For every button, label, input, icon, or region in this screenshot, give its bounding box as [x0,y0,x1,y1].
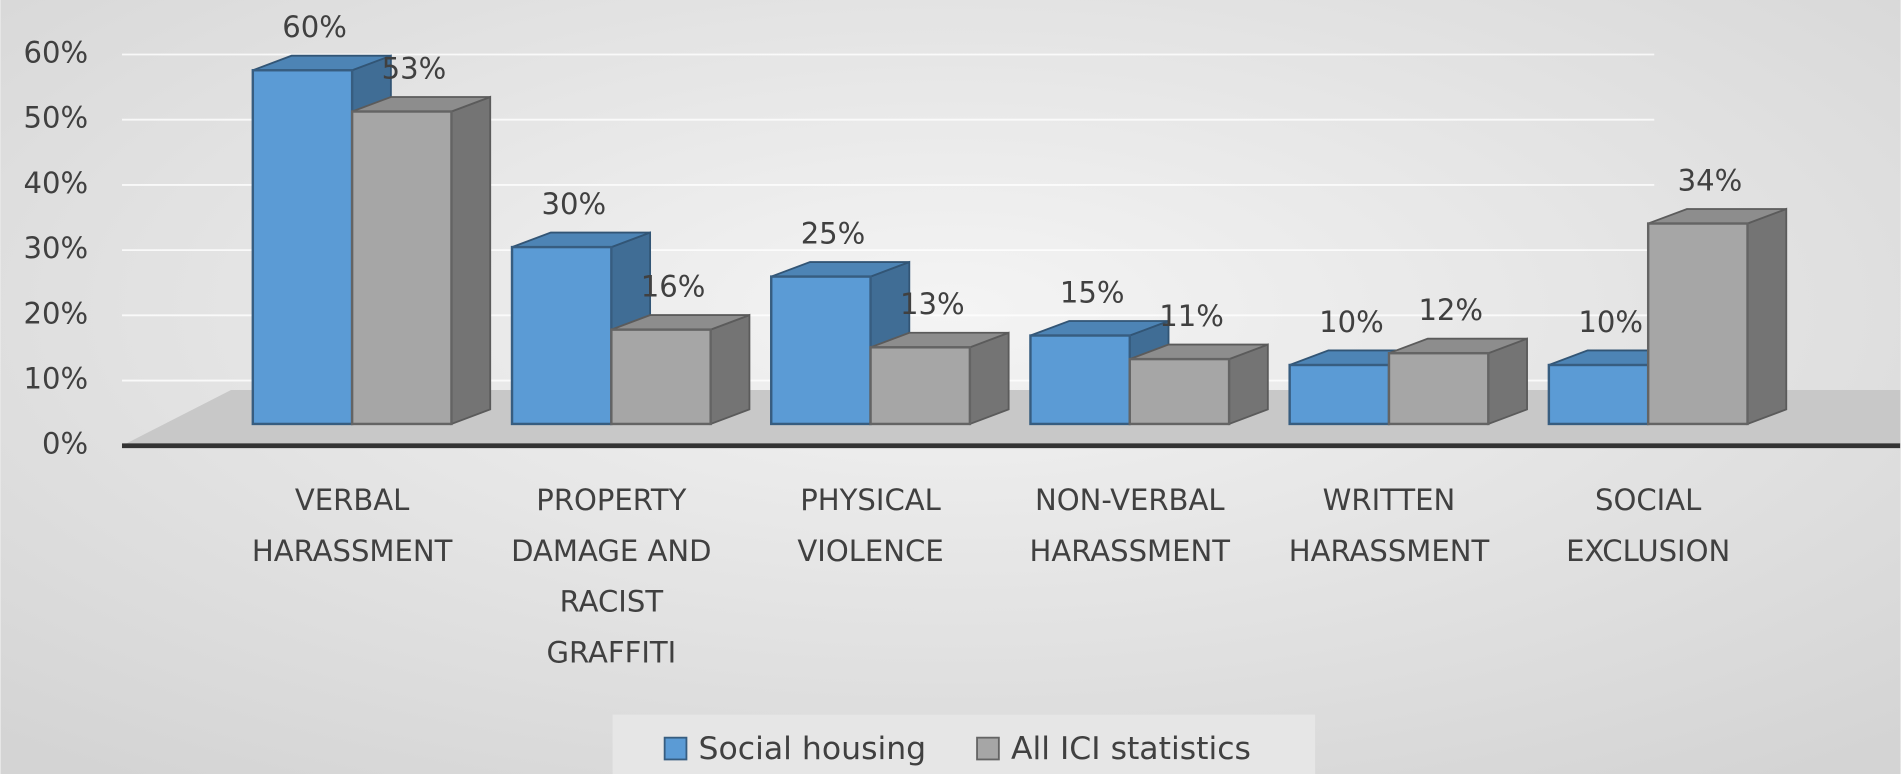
x-tick-label: NON-VERBAL HARASSMENT [1029,483,1231,569]
legend-label: Social housing [699,731,927,767]
x-tick-label-box: VERBAL HARASSMENT [251,483,453,569]
legend-swatch [663,736,688,761]
x-tick-label-box: PHYSICAL VIOLENCE [797,483,944,569]
data-label: 34% [1678,163,1743,197]
bar-front [1288,363,1391,426]
bar-front [1547,363,1650,426]
y-tick-label: 30% [23,231,88,265]
x-tick-label: SOCIAL EXCLUSION [1566,483,1731,569]
bar-front [1029,334,1131,426]
legend [612,714,1316,774]
bar-front [1646,222,1749,426]
bar-side [1746,207,1788,426]
bar [1029,319,1170,426]
y-tick-label: 40% [23,166,88,200]
bar [1387,337,1528,426]
data-label: 11% [1159,299,1224,333]
legend-label: All ICI statistics [1011,731,1251,767]
data-label: 60% [282,10,347,44]
bar-front [251,69,354,426]
bar-front [1128,357,1231,426]
x-tick-label-box: NON-VERBAL HARASSMENT [1029,483,1231,569]
data-label: 13% [900,287,965,321]
bar-front [350,110,453,426]
data-label: 12% [1418,293,1483,327]
y-tick-label: 0% [42,427,88,461]
bar [1646,207,1788,426]
data-label: 16% [641,269,706,303]
x-tick-label: PROPERTY DAMAGE AND RACIST GRAFFITI [511,483,712,670]
y-tick-label: 10% [23,362,88,396]
bar-front [510,245,613,426]
bar-front [770,275,872,426]
legend-swatch [976,736,1000,761]
bar-side [968,331,1010,426]
x-tick-label-box: SOCIAL EXCLUSION [1566,483,1731,569]
bar [1128,343,1269,426]
bar-front [1387,351,1490,426]
x-tick-label: PHYSICAL VIOLENCE [797,483,944,569]
data-label: 30% [541,187,606,221]
x-tick-label: WRITTEN HARASSMENT [1288,483,1490,569]
y-tick-label: 20% [23,296,88,330]
bar [350,95,492,426]
x-tick-label-box: PROPERTY DAMAGE AND RACIST GRAFFITI [511,483,712,670]
data-label: 10% [1578,305,1643,339]
bar [869,331,1010,426]
y-tick-label: 60% [23,36,88,70]
data-label: 53% [382,51,447,85]
data-label: 10% [1319,305,1384,339]
bar-side [709,313,751,426]
bar [610,313,751,426]
x-tick-label: VERBAL HARASSMENT [251,483,453,569]
data-label: 15% [1060,275,1125,309]
bar-front [869,346,972,426]
x-tick-label-box: WRITTEN HARASSMENT [1288,483,1490,569]
y-tick-label: 50% [23,101,88,135]
bar-side [450,95,492,426]
data-label: 25% [801,216,866,250]
bar-front [610,328,712,426]
